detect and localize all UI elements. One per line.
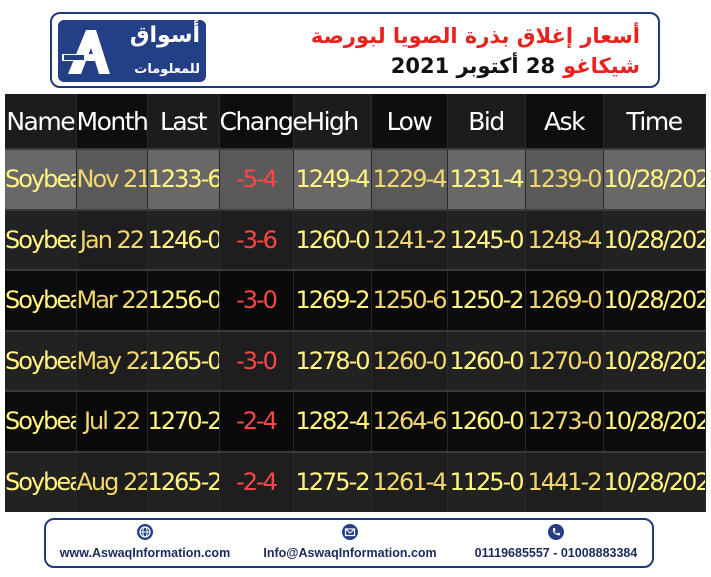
cell-low: 1241-2 bbox=[371, 208, 448, 270]
cell-last: 1265-2s bbox=[147, 450, 220, 512]
cell-high: 1282-4 bbox=[293, 390, 372, 452]
cell-name: Soybean bbox=[5, 148, 77, 210]
logo-subtitle: للمعلومات bbox=[134, 62, 200, 77]
cell-bid: 1245-0 bbox=[447, 208, 526, 270]
cell-time: 10/28/2021 bbox=[603, 148, 706, 210]
cell-month: Jan 22 bbox=[76, 208, 148, 270]
column-header-last[interactable]: Last bbox=[147, 94, 220, 149]
cell-month: Nov 21 bbox=[76, 148, 148, 210]
cell-bid: 1260-0 bbox=[447, 329, 526, 391]
cell-time: 10/28/2021 bbox=[603, 208, 706, 270]
aswaq-logo[interactable]: أسواق للمعلومات bbox=[58, 20, 206, 82]
contact-footer: www.AswaqInformation.com Info@AswaqInfor… bbox=[44, 518, 654, 568]
cell-change: -3-0 bbox=[219, 329, 294, 391]
column-header-month[interactable]: Month bbox=[76, 94, 149, 149]
cell-last: 1265-0s bbox=[147, 329, 220, 391]
cell-high: 1269-2 bbox=[293, 269, 372, 331]
column-header-name[interactable]: Name bbox=[5, 94, 77, 149]
column-header-bid[interactable]: Bid bbox=[447, 94, 526, 149]
table-header-row: Name Month Last Change High Low Bid Ask Time bbox=[5, 94, 706, 149]
cell-name: Soybean bbox=[5, 390, 77, 452]
cell-low: 1260-0 bbox=[371, 329, 448, 391]
column-header-time[interactable]: Time bbox=[603, 94, 706, 149]
cell-low: 1264-6 bbox=[371, 390, 448, 452]
cell-ask: 1270-0 bbox=[525, 329, 604, 391]
cell-high: 1249-4 bbox=[293, 148, 372, 210]
table-row[interactable]: SoybeanAug 221265-2s-2-41275-21261-41125… bbox=[5, 450, 706, 512]
cell-month: May 22 bbox=[76, 329, 148, 391]
column-header-high[interactable]: High bbox=[293, 94, 372, 149]
email-text[interactable]: Info@AswaqInformation.com bbox=[263, 546, 437, 560]
cell-ask: 1248-4 bbox=[525, 208, 604, 270]
cell-month: Aug 22 bbox=[76, 450, 148, 512]
cell-time: 10/28/2021 bbox=[603, 450, 706, 512]
website-text[interactable]: www.AswaqInformation.com bbox=[59, 546, 231, 560]
cell-last: 1256-0s bbox=[147, 269, 220, 331]
email-contact[interactable]: Info@AswaqInformation.com bbox=[256, 524, 444, 560]
cell-bid: 1260-0 bbox=[447, 390, 526, 452]
table-row[interactable]: SoybeanJan 221246-0s-3-61260-01241-21245… bbox=[5, 208, 706, 270]
cell-month: Mar 22 bbox=[76, 269, 148, 331]
website-contact[interactable]: www.AswaqInformation.com bbox=[54, 524, 236, 560]
cell-name: Soybean bbox=[5, 208, 77, 270]
header-banner: أسواق للمعلومات أسعار إغلاق بذرة الصويا … bbox=[50, 12, 660, 88]
table-row[interactable]: SoybeanMar 221256-0s-3-01269-21250-61250… bbox=[5, 269, 706, 331]
cell-bid: 1250-2 bbox=[447, 269, 526, 331]
cell-low: 1261-4 bbox=[371, 450, 448, 512]
cell-high: 1278-0 bbox=[293, 329, 372, 391]
table-row[interactable]: SoybeanJul 221270-2s-2-41282-41264-61260… bbox=[5, 390, 706, 452]
cell-month: Jul 22 bbox=[76, 390, 148, 452]
cell-last: 1246-0s bbox=[147, 208, 220, 270]
cell-high: 1260-0 bbox=[293, 208, 372, 270]
cell-name: Soybean bbox=[5, 269, 77, 331]
logo-name: أسواق bbox=[129, 23, 200, 48]
table-row[interactable]: SoybeanMay 221265-0s-3-01278-01260-01260… bbox=[5, 329, 706, 391]
cell-name: Soybean bbox=[5, 329, 77, 391]
title-subline: 28 أكتوبر 2021 شيكاغو bbox=[391, 54, 640, 78]
phone-text[interactable]: 01119685557 - 01008883384 bbox=[474, 546, 638, 560]
title-market: شيكاغو bbox=[563, 54, 640, 78]
column-header-low[interactable]: Low bbox=[371, 94, 448, 149]
column-header-change[interactable]: Change bbox=[219, 94, 308, 149]
phone-icon bbox=[548, 524, 564, 540]
cell-ask: 1441-2 bbox=[525, 450, 604, 512]
cell-change: -2-4 bbox=[219, 450, 294, 512]
cell-change: -5-4 bbox=[219, 148, 294, 210]
cell-bid: 1125-0 bbox=[447, 450, 526, 512]
cell-time: 10/28/2021 bbox=[603, 329, 706, 391]
cell-low: 1229-4 bbox=[371, 148, 448, 210]
cell-time: 10/28/2021 bbox=[603, 390, 706, 452]
cell-change: -3-6 bbox=[219, 208, 294, 270]
table-row[interactable]: SoybeanNov 211233-6s-5-41249-41229-41231… bbox=[5, 148, 706, 210]
title-date: 28 أكتوبر 2021 bbox=[390, 54, 556, 78]
logo-a-icon bbox=[62, 30, 110, 74]
column-header-ask[interactable]: Ask bbox=[525, 94, 604, 149]
price-table: Name Month Last Change High Low Bid Ask Time Soy… bbox=[5, 94, 706, 512]
cell-change: -3-0 bbox=[219, 269, 294, 331]
cell-high: 1275-2 bbox=[293, 450, 372, 512]
page-title: أسعار إغلاق بذرة الصويا لبورصة bbox=[310, 24, 640, 48]
globe-icon bbox=[137, 524, 153, 540]
cell-low: 1250-6 bbox=[371, 269, 448, 331]
cell-ask: 1269-0 bbox=[525, 269, 604, 331]
envelope-icon bbox=[342, 524, 358, 540]
cell-last: 1233-6s bbox=[147, 148, 220, 210]
cell-bid: 1231-4 bbox=[447, 148, 526, 210]
cell-time: 10/28/2021 bbox=[603, 269, 706, 331]
cell-change: -2-4 bbox=[219, 390, 294, 452]
cell-name: Soybean bbox=[5, 450, 77, 512]
cell-last: 1270-2s bbox=[147, 390, 220, 452]
cell-ask: 1273-0 bbox=[525, 390, 604, 452]
phone-contact[interactable]: 01119685557 - 01008883384 bbox=[464, 524, 648, 560]
cell-ask: 1239-0 bbox=[525, 148, 604, 210]
